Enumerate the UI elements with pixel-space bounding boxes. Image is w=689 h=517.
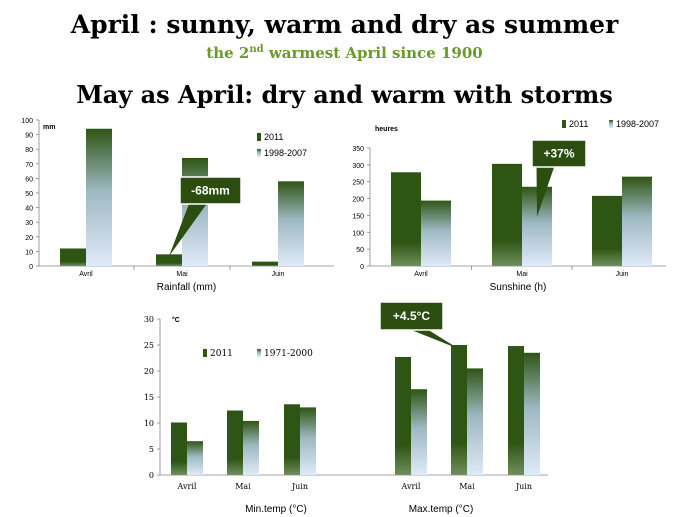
callout-box xyxy=(179,176,242,205)
y-tick-label: 100 xyxy=(21,118,33,125)
bar-2011-Mai xyxy=(451,345,467,475)
bar-2011-Avril xyxy=(171,422,187,475)
x-axis-label: Max.temp (°C) xyxy=(409,504,474,515)
callout-pointer xyxy=(408,329,459,349)
y-tick-label: 5 xyxy=(149,445,154,454)
legend-entry: 2011 xyxy=(264,132,283,142)
x-tick-label: Mai xyxy=(516,271,528,278)
y-tick-label: 0 xyxy=(360,264,364,271)
y-tick-label: 350 xyxy=(352,146,364,153)
callout-pointer xyxy=(169,203,208,257)
bar-2011-Juin xyxy=(284,404,300,475)
y-tick-label: 20 xyxy=(144,367,154,376)
legend-entry: 1998-2007 xyxy=(616,119,659,129)
legend-swatch xyxy=(609,120,613,128)
bar-2011-Mai xyxy=(156,254,182,266)
bar-2011-Mai xyxy=(492,163,522,266)
y-tick-label: 30 xyxy=(25,220,33,227)
x-tick-label: Avril xyxy=(401,482,421,491)
y-unit-label: °C xyxy=(172,316,180,324)
y-unit-label: heures xyxy=(375,126,398,133)
bar-2011-Juin xyxy=(508,346,524,475)
bar-1998-2007-Avril xyxy=(86,128,112,266)
second-title: May as April: dry and warm with storms xyxy=(76,80,613,109)
legend-entry: 1998-2007 xyxy=(264,148,307,158)
y-tick-label: 0 xyxy=(149,471,154,480)
x-tick-label: Avril xyxy=(177,482,197,491)
bar-1998-2007-Juin xyxy=(278,181,304,266)
x-tick-label: Juin xyxy=(616,271,629,278)
y-tick-label: 300 xyxy=(352,163,364,170)
subtitle-suffix: warmest April since 1900 xyxy=(263,44,483,62)
y-tick-label: 10 xyxy=(144,419,154,428)
legend-swatch xyxy=(562,120,566,128)
y-tick-label: 100 xyxy=(352,230,364,237)
x-axis-label: Min.temp (°C) xyxy=(245,504,307,515)
legend-entry: 1971-2000 xyxy=(264,349,313,359)
y-tick-label: 50 xyxy=(25,191,33,198)
bar-2011-Mai xyxy=(227,410,243,475)
y-tick-label: 0 xyxy=(29,264,33,271)
y-tick-label: 250 xyxy=(352,180,364,187)
y-tick-label: 50 xyxy=(356,247,364,254)
legend-swatch xyxy=(203,349,207,357)
bar-2011-Avril xyxy=(60,248,86,266)
y-tick-label: 80 xyxy=(25,147,33,154)
bar-2011-Avril xyxy=(391,172,421,266)
x-axis-label: Sunshine (h) xyxy=(490,282,547,293)
y-tick-label: 30 xyxy=(144,315,154,324)
y-tick-label: 60 xyxy=(25,176,33,183)
x-tick-label: Avril xyxy=(414,271,428,278)
x-tick-label: Juin xyxy=(272,271,285,278)
subtitle-superscript: nd xyxy=(249,44,264,55)
subtitle: the 2nd warmest April since 1900 xyxy=(0,44,689,62)
legend-entry: 2011 xyxy=(569,119,588,129)
x-tick-label: Juin xyxy=(291,482,308,491)
bar-2011-Juin xyxy=(252,261,278,266)
bar-1998-2007-Juin xyxy=(622,176,652,266)
callout-pointer xyxy=(536,166,555,217)
x-tick-label: Mai xyxy=(235,482,251,491)
y-tick-label: 70 xyxy=(25,162,33,169)
bar-2011-Avril xyxy=(395,356,411,475)
bar-1971-2000-Juin xyxy=(300,407,316,475)
y-tick-label: 25 xyxy=(144,341,154,350)
bar-1971-2000-Avril xyxy=(187,441,203,475)
subtitle-prefix: the 2 xyxy=(206,44,250,62)
y-tick-label: 10 xyxy=(25,249,33,256)
y-unit-label: mm xyxy=(43,124,55,131)
legend-entry: 2011 xyxy=(210,349,233,359)
bar-1971-2000-Mai xyxy=(243,420,259,475)
legend-swatch xyxy=(257,149,261,157)
legend-swatch xyxy=(257,349,261,357)
y-tick-label: 15 xyxy=(144,393,154,402)
x-tick-label: Juin xyxy=(515,482,532,491)
y-tick-label: 90 xyxy=(25,133,33,140)
y-tick-label: 150 xyxy=(352,213,364,220)
x-tick-label: Avril xyxy=(79,271,93,278)
bar-1998-2007-Avril xyxy=(421,200,451,266)
y-tick-label: 40 xyxy=(25,206,33,213)
callout-label: +37% xyxy=(543,147,574,161)
callout-label: +4.5°C xyxy=(393,309,430,323)
main-title: April : sunny, warm and dry as summer xyxy=(70,10,619,39)
x-tick-label: Mai xyxy=(176,271,188,278)
callout-label: -68mm xyxy=(191,184,230,198)
bar-2011-Juin xyxy=(592,195,622,266)
callout-box xyxy=(379,301,444,331)
bar-1971-2000-Mai xyxy=(467,368,483,475)
bar-1971-2000-Juin xyxy=(524,352,540,475)
x-axis-label: Rainfall (mm) xyxy=(157,282,216,293)
callout-box xyxy=(531,139,587,168)
legend-swatch xyxy=(257,133,261,141)
x-tick-label: Mai xyxy=(459,482,475,491)
bar-1971-2000-Avril xyxy=(411,389,427,475)
y-tick-label: 20 xyxy=(25,235,33,242)
y-tick-label: 200 xyxy=(352,197,364,204)
